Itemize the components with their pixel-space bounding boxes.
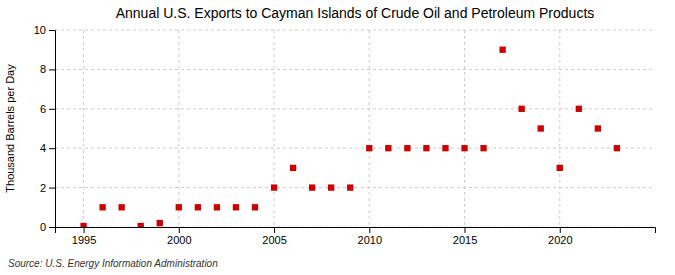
tick: 6 (40, 103, 55, 115)
point (519, 106, 525, 112)
grid-line-x (369, 30, 370, 227)
point (499, 47, 505, 53)
tick-mark (49, 30, 55, 31)
point (576, 106, 582, 112)
tick-mark (560, 227, 561, 233)
point (385, 145, 391, 151)
tick: 1995 (72, 227, 96, 246)
point (119, 204, 125, 210)
chart-svg: 1995 2000 2005 2010 2015 2020 0 2 4 6 8 10 Annual U.… (0, 0, 675, 275)
tick-mark (369, 227, 370, 233)
grid-line-y (55, 187, 655, 188)
tick-label: 8 (40, 63, 46, 75)
x-axis: 1995 2000 2005 2010 2015 2020 (56, 227, 656, 246)
tick-label: 2 (40, 182, 46, 194)
tick-label: 2020 (548, 234, 572, 246)
point (214, 204, 220, 210)
tick-mark (49, 109, 55, 110)
point (271, 184, 277, 190)
tick-mark (49, 69, 55, 70)
tick-mark (49, 148, 55, 149)
annotation: Source: U.S. Energy Information Administ… (8, 258, 218, 269)
axis-line (49, 31, 56, 228)
y-axis-title: Thousand Barrels per Day (4, 64, 16, 193)
tick: 10 (34, 24, 55, 36)
tick-label: 2000 (167, 234, 191, 246)
point (328, 184, 334, 190)
tick: 2015 (453, 227, 477, 246)
marks (80, 47, 620, 227)
point (366, 145, 372, 151)
tick: 8 (40, 63, 55, 75)
axis-line (56, 228, 656, 234)
grid-line-x (559, 30, 560, 227)
grid (55, 30, 655, 227)
tick: 4 (40, 142, 55, 154)
point (595, 125, 601, 131)
tick-label: 0 (40, 221, 46, 233)
point (233, 204, 239, 210)
point (404, 145, 410, 151)
point (423, 145, 429, 151)
tick-label: 1995 (72, 234, 96, 246)
tick-mark (274, 227, 275, 233)
tick: 0 (40, 221, 55, 233)
tick: 2020 (548, 227, 572, 246)
point (195, 204, 201, 210)
tick-label: 2010 (358, 234, 382, 246)
tick: 2 (40, 182, 55, 194)
point (461, 145, 467, 151)
grid-line-y (55, 30, 655, 31)
point (138, 223, 144, 227)
point (157, 220, 163, 226)
point (347, 184, 353, 190)
tick-mark (49, 188, 55, 189)
tick-label: 6 (40, 103, 46, 115)
point (80, 223, 86, 227)
plot: 1995 2000 2005 2010 2015 2020 0 2 4 6 8 10 (34, 24, 656, 246)
point (252, 204, 258, 210)
point (176, 204, 182, 210)
title: Annual U.S. Exports to Cayman Islands of… (116, 5, 595, 21)
grid-line-y (55, 148, 655, 149)
grid-line-y (55, 69, 655, 70)
tick-label: 10 (34, 24, 46, 36)
point (290, 165, 296, 171)
grid-line-y (55, 108, 655, 109)
tick-label: 2005 (262, 234, 286, 246)
y-axis: 0 2 4 6 8 10 (34, 24, 56, 233)
tick-mark (84, 227, 85, 233)
point (309, 184, 315, 190)
point (99, 204, 105, 210)
tick-mark (179, 227, 180, 233)
tick-label: 2015 (453, 234, 477, 246)
point (442, 145, 448, 151)
point (557, 165, 563, 171)
grid-line-x (83, 30, 84, 227)
tick-mark (49, 227, 55, 228)
grid-line-x (464, 30, 465, 227)
tick: 2000 (167, 227, 191, 246)
grid-line-x (274, 30, 275, 227)
grid-line-x (178, 30, 179, 227)
tick: 2010 (358, 227, 382, 246)
point (538, 125, 544, 131)
tick-mark (465, 227, 466, 233)
point (480, 145, 486, 151)
point (614, 145, 620, 151)
tick-label: 4 (40, 142, 46, 154)
tick: 2005 (262, 227, 286, 246)
